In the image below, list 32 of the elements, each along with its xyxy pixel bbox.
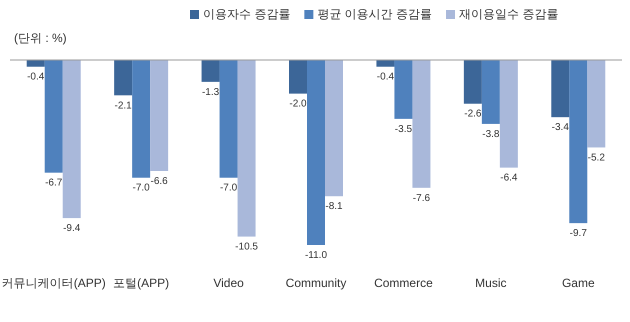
x-tick-label: 커뮤니케이터(APP)	[2, 276, 106, 290]
data-label: -7.0	[220, 182, 238, 194]
data-label: -0.4	[27, 72, 45, 83]
data-label: -0.4	[376, 72, 394, 83]
data-label: -8.1	[325, 201, 344, 212]
legend-label: 재이용일수 증감률	[459, 7, 558, 21]
data-label: -10.5	[235, 242, 258, 253]
data-label: -2.6	[464, 108, 482, 120]
data-label: -6.7	[45, 178, 63, 189]
data-label: -6.6	[150, 176, 168, 187]
data-label: -3.8	[482, 128, 500, 140]
data-label: -2.0	[289, 98, 308, 110]
x-tick-label: Commerce	[374, 276, 434, 290]
data-label: -11.0	[304, 250, 328, 261]
data-label: -5.2	[588, 152, 606, 164]
x-tick-label: 포털(APP)	[113, 276, 170, 290]
data-label: -9.7	[570, 228, 588, 240]
data-label: -3.4	[552, 122, 570, 134]
x-tick-label: Community	[286, 276, 346, 290]
data-label: -2.1	[114, 100, 132, 112]
legend-label: 이용자수 증감률	[203, 7, 290, 21]
x-tick-label: Video	[213, 276, 244, 290]
x-tick-label: Music	[475, 276, 507, 290]
data-label: -7.0	[132, 182, 150, 194]
data-label: -1.3	[202, 86, 220, 98]
data-label: -7.6	[412, 192, 430, 204]
legend-label: 평균 이용시간 증감률	[317, 7, 432, 21]
x-tick-label: Game	[562, 276, 595, 290]
data-label: -3.5	[394, 124, 412, 135]
data-label: -9.4	[63, 223, 81, 234]
text: (단위 : %)	[14, 31, 67, 45]
data-label: -6.4	[500, 172, 518, 184]
